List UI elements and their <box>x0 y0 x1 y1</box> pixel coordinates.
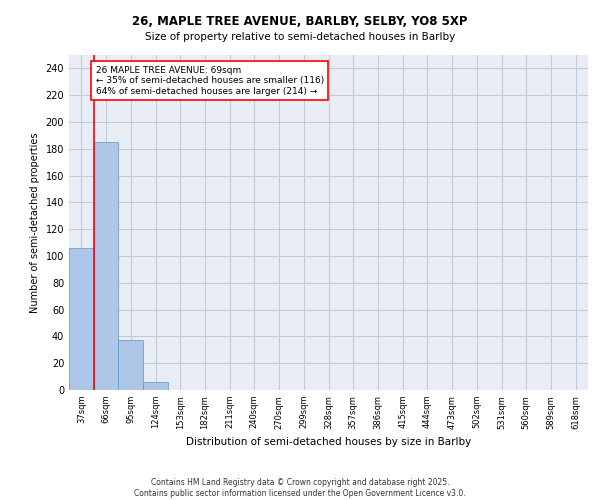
Text: 26 MAPLE TREE AVENUE: 69sqm
← 35% of semi-detached houses are smaller (116)
64% : 26 MAPLE TREE AVENUE: 69sqm ← 35% of sem… <box>95 66 324 96</box>
Y-axis label: Number of semi-detached properties: Number of semi-detached properties <box>30 132 40 313</box>
Text: 26, MAPLE TREE AVENUE, BARLBY, SELBY, YO8 5XP: 26, MAPLE TREE AVENUE, BARLBY, SELBY, YO… <box>132 15 468 28</box>
Text: Size of property relative to semi-detached houses in Barlby: Size of property relative to semi-detach… <box>145 32 455 42</box>
Bar <box>94 142 118 390</box>
X-axis label: Distribution of semi-detached houses by size in Barlby: Distribution of semi-detached houses by … <box>186 437 471 447</box>
Bar <box>69 248 94 390</box>
Text: Contains HM Land Registry data © Crown copyright and database right 2025.
Contai: Contains HM Land Registry data © Crown c… <box>134 478 466 498</box>
Bar <box>118 340 143 390</box>
Bar <box>143 382 168 390</box>
